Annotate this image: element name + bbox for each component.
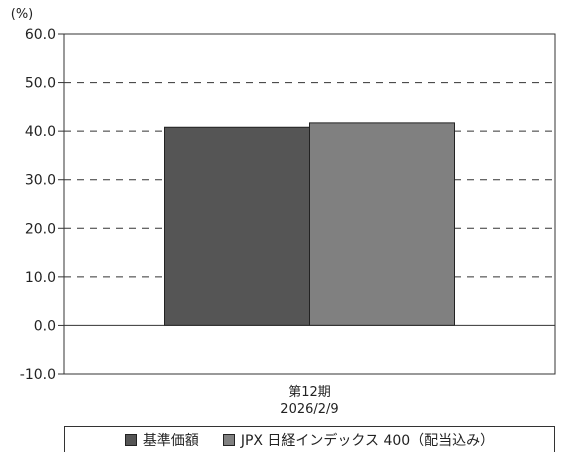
legend-item-fund: 基準価額 [124,430,199,450]
bar-benchmark [309,122,455,326]
y-tick-label: 30.0 [25,173,56,189]
x-category-label: 第12期 [288,385,331,400]
plot-frame [63,33,556,375]
y-tick-label: 20.0 [25,221,56,237]
y-tick-label: 40.0 [25,124,56,140]
y-tick-label: 10.0 [25,270,56,286]
y-tick-label: 0.0 [34,318,56,334]
y-tick-label: 50.0 [25,76,56,92]
legend-label-fund: 基準価額 [142,432,199,449]
legend-item-benchmark: JPX 日経インデックス 400（配当込み） [222,430,495,450]
x-category-label: 2026/2/9 [280,402,338,417]
legend-swatch-benchmark [222,433,235,446]
legend-swatch-fund [124,433,137,446]
y-tick-label: -10.0 [20,367,56,383]
bar-fund [164,126,310,326]
y-tick-label: 60.0 [25,27,56,43]
y-unit-label: (%) [11,7,34,22]
legend: 基準価額 JPX 日経インデックス 400（配当込み） [64,426,555,452]
legend-label-benchmark: JPX 日経インデックス 400（配当込み） [240,432,495,449]
